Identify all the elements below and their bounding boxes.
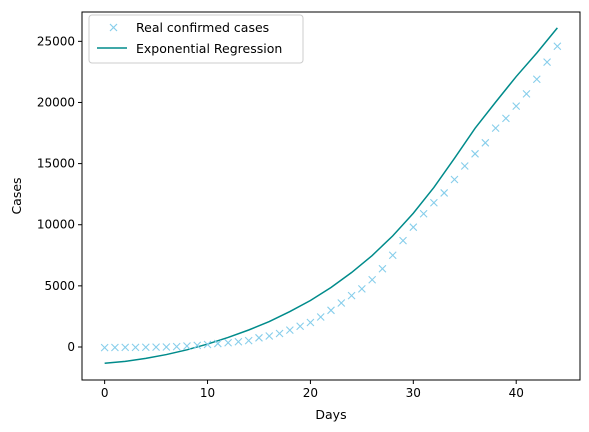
axes-frame [81, 11, 581, 381]
data-point [430, 198, 438, 207]
data-point [162, 343, 171, 351]
data-point [100, 343, 109, 352]
data-point [172, 342, 181, 351]
data-point [502, 114, 510, 123]
data-point [327, 306, 335, 315]
data-point [409, 223, 418, 232]
data-point [378, 264, 387, 273]
data-point [347, 291, 356, 300]
data-point [481, 138, 490, 147]
data-point [275, 329, 284, 338]
y-tick-label: 5000 [44, 279, 75, 293]
x-tick-label: 40 [509, 386, 524, 400]
data-point [460, 162, 469, 170]
legend: Real confirmed cases Exponential Regress… [88, 14, 304, 64]
data-point [131, 343, 140, 352]
data-point [224, 338, 232, 347]
legend-box [88, 14, 304, 64]
legend-marker-real [109, 23, 118, 32]
y-tick-label: 0 [67, 340, 75, 354]
data-point [491, 124, 500, 133]
data-point [121, 343, 130, 352]
y-axis-label: Cases [9, 177, 24, 214]
plot-area [100, 27, 562, 364]
data-point [357, 285, 366, 293]
y-tick-label: 20000 [37, 95, 75, 109]
x-tick-label: 10 [200, 386, 215, 400]
data-point [316, 313, 325, 321]
x-tick-label: 20 [303, 386, 318, 400]
axis-ticks: 0 10 20 30 40 0 5000 10000 15000 20000 25000 [37, 34, 524, 400]
y-tick-label: 25000 [37, 34, 75, 48]
data-point [337, 299, 346, 307]
x-tick-label: 0 [101, 386, 109, 400]
data-point [141, 343, 150, 352]
x-axis-label: Days [315, 407, 346, 422]
data-point [244, 336, 253, 345]
data-point [471, 149, 479, 158]
data-point [450, 175, 459, 184]
data-point [152, 343, 160, 352]
data-point [203, 340, 212, 349]
data-point [296, 322, 305, 331]
data-point [193, 341, 202, 350]
data-point [111, 343, 119, 352]
data-point [512, 102, 521, 111]
y-tick-label: 15000 [37, 157, 75, 171]
data-point [440, 189, 449, 197]
data-point [265, 332, 274, 340]
legend-label-real: Real confirmed cases [136, 20, 269, 35]
data-point [419, 209, 428, 218]
data-point [255, 333, 263, 342]
data-point [399, 236, 407, 245]
data-point [183, 342, 191, 350]
data-point [388, 251, 397, 260]
data-point [553, 42, 562, 51]
regression-line [104, 27, 558, 364]
y-tick-label: 10000 [37, 218, 75, 232]
data-point [285, 326, 294, 335]
data-point [306, 318, 315, 327]
data-point [543, 58, 551, 67]
data-point [532, 75, 541, 84]
legend-label-regression: Exponential Regression [136, 41, 282, 56]
data-point [234, 337, 243, 346]
data-point [368, 275, 377, 284]
data-point [213, 339, 222, 348]
data-point [522, 90, 531, 98]
x-tick-label: 30 [406, 386, 421, 400]
